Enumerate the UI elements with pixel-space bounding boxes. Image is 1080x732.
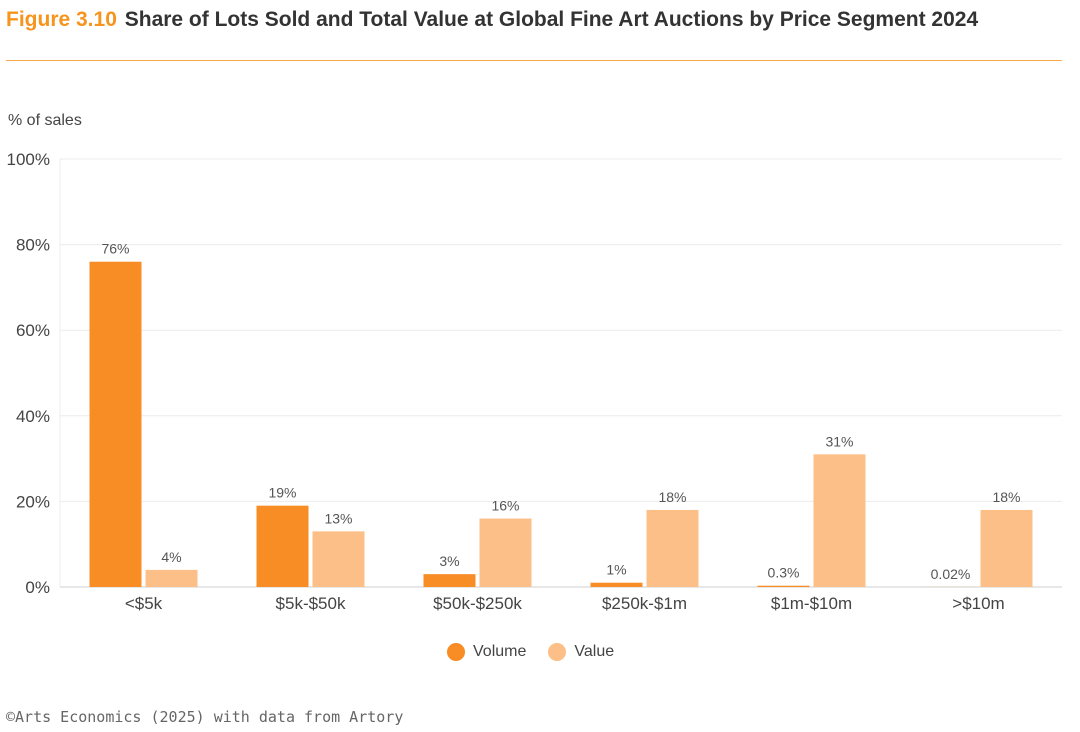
title-divider [6, 60, 1062, 61]
data-label-value-0: 4% [161, 549, 181, 565]
data-label-value-4: 31% [825, 433, 853, 449]
bar-value-4 [813, 454, 866, 587]
bar-volume-2 [423, 574, 476, 587]
data-label-volume-1: 19% [268, 485, 296, 501]
x-tick-label-2: $50k-$250k [433, 594, 522, 613]
data-label-value-1: 13% [324, 510, 352, 526]
bar-chart: 0% 20% 40% 60% 80% 100% 76% 4% <$5k 19% 13% $5k-$50… [7, 150, 1062, 613]
data-label-value-2: 16% [491, 498, 519, 514]
data-label-volume-2: 3% [439, 553, 459, 569]
chart-title: Figure 3.10 Share of Lots Sold and Total… [6, 8, 978, 32]
y-tick-label-80: 80% [16, 236, 50, 255]
figure-label: Figure 3.10 [6, 8, 117, 31]
legend-item-volume: Volume [447, 643, 526, 661]
chart-legend: Volume Value [447, 643, 636, 661]
y-tick-label-60: 60% [16, 321, 50, 340]
data-label-volume-5: 0.02% [931, 566, 971, 582]
bar-volume-4 [757, 585, 810, 587]
x-tick-label-4: $1m-$10m [771, 594, 852, 613]
y-tick-label-0: 0% [25, 578, 50, 597]
y-tick-label-100: 100% [7, 150, 50, 169]
data-label-volume-3: 1% [606, 562, 626, 578]
bar-volume-3 [590, 582, 643, 587]
bar-volume-1 [256, 505, 309, 587]
x-tick-label-1: $5k-$50k [276, 594, 346, 613]
figure-title-text: Share of Lots Sold and Total Value at Gl… [124, 8, 979, 31]
bar-value-2 [479, 518, 532, 587]
data-label-value-3: 18% [658, 489, 686, 505]
legend-swatch-value [548, 643, 567, 661]
data-label-value-5: 18% [992, 489, 1020, 505]
bar-value-1 [312, 531, 365, 587]
y-tick-label-20: 20% [16, 492, 50, 511]
source-note: ©Arts Economics (2025) with data from Ar… [6, 708, 404, 726]
data-label-volume-0: 76% [101, 241, 129, 257]
legend-label-volume: Volume [473, 643, 527, 660]
legend-label-value: Value [574, 643, 615, 660]
data-label-volume-4: 0.3% [768, 565, 800, 581]
bar-value-5 [980, 509, 1033, 587]
legend-swatch-volume [447, 643, 465, 661]
legend-item-value: Value [548, 643, 614, 661]
y-axis-label: % of sales [8, 112, 82, 129]
bar-volume-0 [89, 261, 142, 587]
y-tick-label-40: 40% [16, 407, 50, 426]
x-tick-label-0: <$5k [125, 594, 163, 613]
x-tick-label-5: >$10m [952, 594, 1004, 613]
x-tick-label-3: $250k-$1m [602, 594, 687, 613]
bar-value-3 [646, 509, 699, 587]
bar-value-0 [145, 569, 198, 587]
